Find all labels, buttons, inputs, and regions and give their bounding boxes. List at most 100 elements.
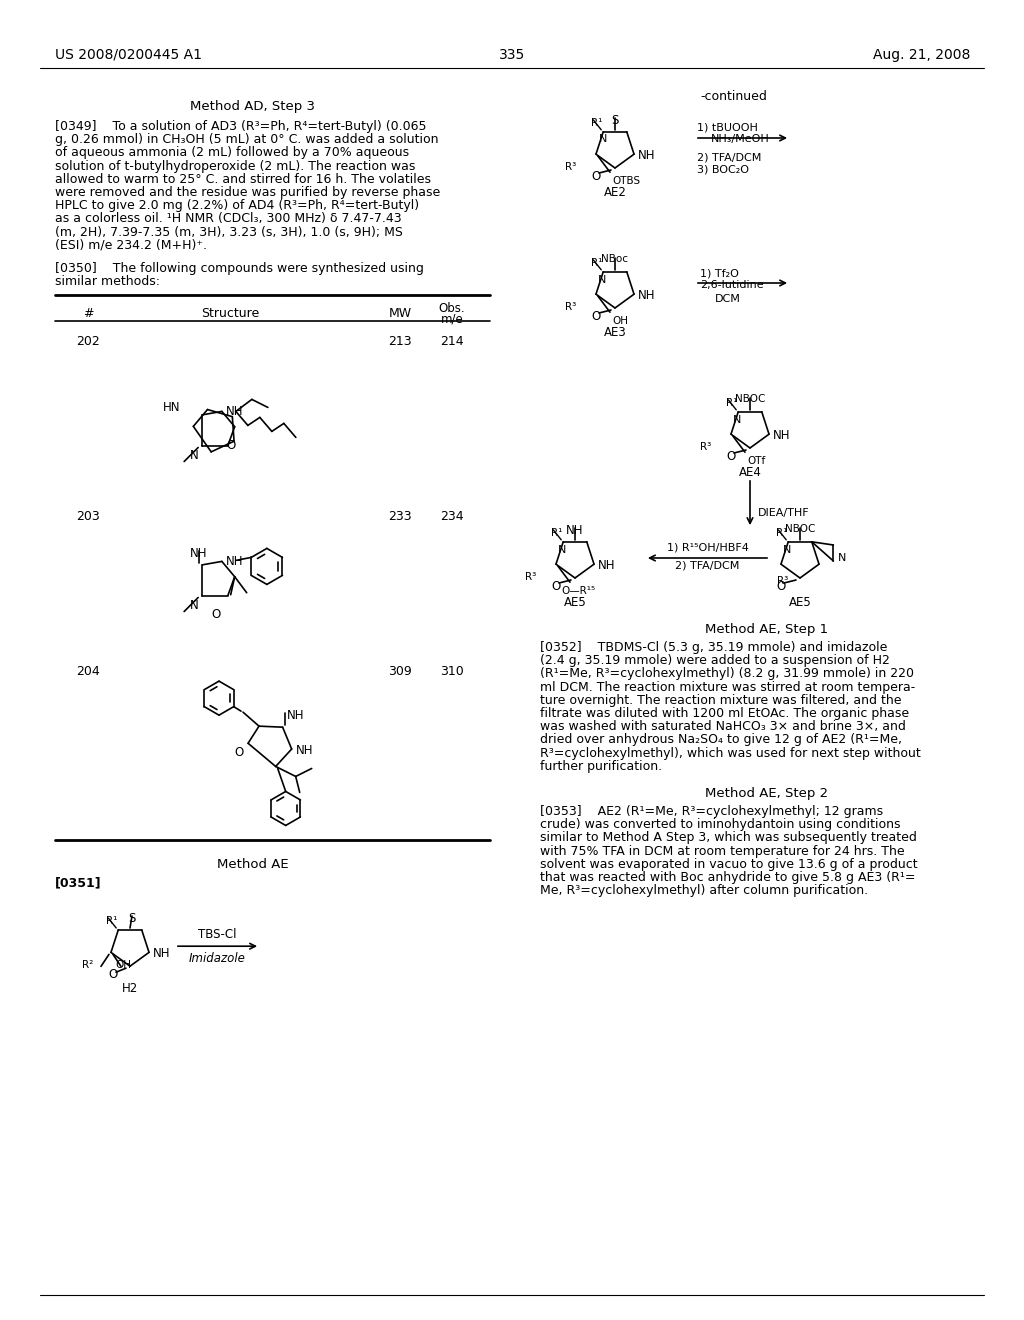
Text: R¹: R¹ xyxy=(591,117,602,128)
Text: (m, 2H), 7.39-7.35 (m, 3H), 3.23 (s, 3H), 1.0 (s, 9H); MS: (m, 2H), 7.39-7.35 (m, 3H), 3.23 (s, 3H)… xyxy=(55,226,402,239)
Text: S: S xyxy=(611,114,618,127)
Text: R¹: R¹ xyxy=(106,916,118,927)
Text: R³: R³ xyxy=(564,162,575,172)
Text: AE5: AE5 xyxy=(563,597,587,609)
Text: [0353]    AE2 (R¹=Me, R³=cyclohexylmethyl; 12 grams: [0353] AE2 (R¹=Me, R³=cyclohexylmethyl; … xyxy=(540,805,883,818)
Text: NH: NH xyxy=(296,744,313,758)
Text: R¹: R¹ xyxy=(726,397,737,408)
Text: N: N xyxy=(190,449,199,462)
Text: Structure: Structure xyxy=(201,308,259,321)
Text: allowed to warm to 25° C. and stirred for 16 h. The volatiles: allowed to warm to 25° C. and stirred fo… xyxy=(55,173,431,186)
Text: OTBS: OTBS xyxy=(612,176,640,186)
Text: Aug. 21, 2008: Aug. 21, 2008 xyxy=(872,48,970,62)
Text: NH: NH xyxy=(189,546,207,560)
Text: MW: MW xyxy=(388,308,412,321)
Text: R¹: R¹ xyxy=(551,528,562,537)
Text: 214: 214 xyxy=(440,335,464,348)
Text: 1) tBUOOH: 1) tBUOOH xyxy=(697,121,758,132)
Text: NH: NH xyxy=(287,709,304,722)
Text: 203: 203 xyxy=(76,511,100,523)
Text: 2,6-lutidine: 2,6-lutidine xyxy=(700,280,764,290)
Text: that was reacted with Boc anhydride to give 5.8 g AE3 (R¹=: that was reacted with Boc anhydride to g… xyxy=(540,871,915,884)
Text: Method AE: Method AE xyxy=(217,858,289,871)
Text: similar methods:: similar methods: xyxy=(55,275,160,288)
Text: 204: 204 xyxy=(76,665,100,678)
Text: [0349]    To a solution of AD3 (R³=Ph, R⁴=tert-Butyl) (0.065: [0349] To a solution of AD3 (R³=Ph, R⁴=t… xyxy=(55,120,427,133)
Text: Method AE, Step 1: Method AE, Step 1 xyxy=(706,623,828,636)
Text: AE3: AE3 xyxy=(603,326,627,339)
Text: R³: R³ xyxy=(699,442,711,453)
Text: NBOC: NBOC xyxy=(784,524,815,533)
Text: 310: 310 xyxy=(440,665,464,678)
Text: 233: 233 xyxy=(388,511,412,523)
Text: O: O xyxy=(234,746,244,759)
Text: NH: NH xyxy=(598,560,615,572)
Text: N: N xyxy=(598,275,606,285)
Text: 213: 213 xyxy=(388,335,412,348)
Text: m/e: m/e xyxy=(440,313,464,326)
Text: NBoc: NBoc xyxy=(601,253,629,264)
Text: AE5: AE5 xyxy=(788,597,811,609)
Text: Me, R³=cyclohexylmethyl) after column purification.: Me, R³=cyclohexylmethyl) after column pu… xyxy=(540,884,868,898)
Text: NH: NH xyxy=(566,524,584,537)
Text: NH: NH xyxy=(773,429,791,442)
Text: N: N xyxy=(783,545,792,554)
Text: Method AE, Step 2: Method AE, Step 2 xyxy=(706,787,828,800)
Text: [0352]    TBDMS-Cl (5.3 g, 35.19 mmole) and imidazole: [0352] TBDMS-Cl (5.3 g, 35.19 mmole) and… xyxy=(540,642,888,653)
Text: NH: NH xyxy=(638,149,655,162)
Text: AE2: AE2 xyxy=(603,186,627,199)
Text: 1) R¹⁵OH/HBF4: 1) R¹⁵OH/HBF4 xyxy=(667,543,749,552)
Text: OH: OH xyxy=(115,961,131,970)
Text: NH: NH xyxy=(226,405,244,418)
Text: with 75% TFA in DCM at room temperature for 24 hrs. The: with 75% TFA in DCM at room temperature … xyxy=(540,845,904,858)
Text: NH: NH xyxy=(226,556,244,569)
Text: O: O xyxy=(591,310,600,323)
Text: 309: 309 xyxy=(388,665,412,678)
Text: N: N xyxy=(558,545,566,554)
Text: HN: HN xyxy=(163,401,180,414)
Text: ml DCM. The reaction mixture was stirred at room tempera-: ml DCM. The reaction mixture was stirred… xyxy=(540,681,915,693)
Text: further purification.: further purification. xyxy=(540,760,663,772)
Text: N: N xyxy=(838,553,846,564)
Text: S: S xyxy=(128,912,136,925)
Text: N: N xyxy=(733,414,741,425)
Text: (R¹=Me, R³=cyclohexylmethyl) (8.2 g, 31.99 mmole) in 220: (R¹=Me, R³=cyclohexylmethyl) (8.2 g, 31.… xyxy=(540,668,914,680)
Text: filtrate was diluted with 1200 ml EtOAc. The organic phase: filtrate was diluted with 1200 ml EtOAc.… xyxy=(540,708,909,719)
Text: 202: 202 xyxy=(76,335,100,348)
Text: O: O xyxy=(591,170,600,183)
Text: 2) TFA/DCM: 2) TFA/DCM xyxy=(675,560,739,570)
Text: #: # xyxy=(83,308,93,321)
Text: [0350]    The following compounds were synthesized using: [0350] The following compounds were synt… xyxy=(55,261,424,275)
Text: solvent was evaporated in vacuo to give 13.6 g of a product: solvent was evaporated in vacuo to give … xyxy=(540,858,918,871)
Text: (2.4 g, 35.19 mmole) were added to a suspension of H2: (2.4 g, 35.19 mmole) were added to a sus… xyxy=(540,655,890,667)
Text: NH: NH xyxy=(638,289,655,302)
Text: O: O xyxy=(211,607,220,620)
Text: O—R¹⁵: O—R¹⁵ xyxy=(561,586,595,597)
Text: 2) TFA/DCM: 2) TFA/DCM xyxy=(697,152,762,162)
Text: crude) was converted to iminohydantoin using conditions: crude) was converted to iminohydantoin u… xyxy=(540,818,900,832)
Text: solution of t-butylhydroperoxide (2 mL). The reaction was: solution of t-butylhydroperoxide (2 mL).… xyxy=(55,160,416,173)
Text: R³: R³ xyxy=(564,302,575,313)
Text: O: O xyxy=(726,450,735,463)
Text: g, 0.26 mmol) in CH₃OH (5 mL) at 0° C. was added a solution: g, 0.26 mmol) in CH₃OH (5 mL) at 0° C. w… xyxy=(55,133,438,147)
Text: 3) BOC₂O: 3) BOC₂O xyxy=(697,164,749,174)
Text: R¹: R¹ xyxy=(776,528,787,537)
Text: R³: R³ xyxy=(777,577,788,586)
Text: NH: NH xyxy=(153,948,171,961)
Text: OTf: OTf xyxy=(746,457,765,466)
Text: [0351]: [0351] xyxy=(55,876,101,890)
Text: ture overnight. The reaction mixture was filtered, and the: ture overnight. The reaction mixture was… xyxy=(540,694,901,706)
Text: N: N xyxy=(599,133,607,144)
Text: (ESI) m/e 234.2 (M+H)⁺.: (ESI) m/e 234.2 (M+H)⁺. xyxy=(55,239,207,252)
Text: HPLC to give 2.0 mg (2.2%) of AD4 (R³=Ph, R⁴=tert-Butyl): HPLC to give 2.0 mg (2.2%) of AD4 (R³=Ph… xyxy=(55,199,419,213)
Text: R³=cyclohexylmethyl), which was used for next step without: R³=cyclohexylmethyl), which was used for… xyxy=(540,747,921,759)
Text: 1) Tf₂O: 1) Tf₂O xyxy=(700,268,739,279)
Text: was washed with saturated NaHCO₃ 3× and brine 3×, and: was washed with saturated NaHCO₃ 3× and … xyxy=(540,721,906,733)
Text: OH: OH xyxy=(612,317,628,326)
Text: DIEA/THF: DIEA/THF xyxy=(758,508,810,517)
Text: O: O xyxy=(226,438,236,451)
Text: DCM: DCM xyxy=(715,294,741,304)
Text: 335: 335 xyxy=(499,48,525,62)
Text: H2: H2 xyxy=(122,982,138,995)
Text: O: O xyxy=(108,968,118,981)
